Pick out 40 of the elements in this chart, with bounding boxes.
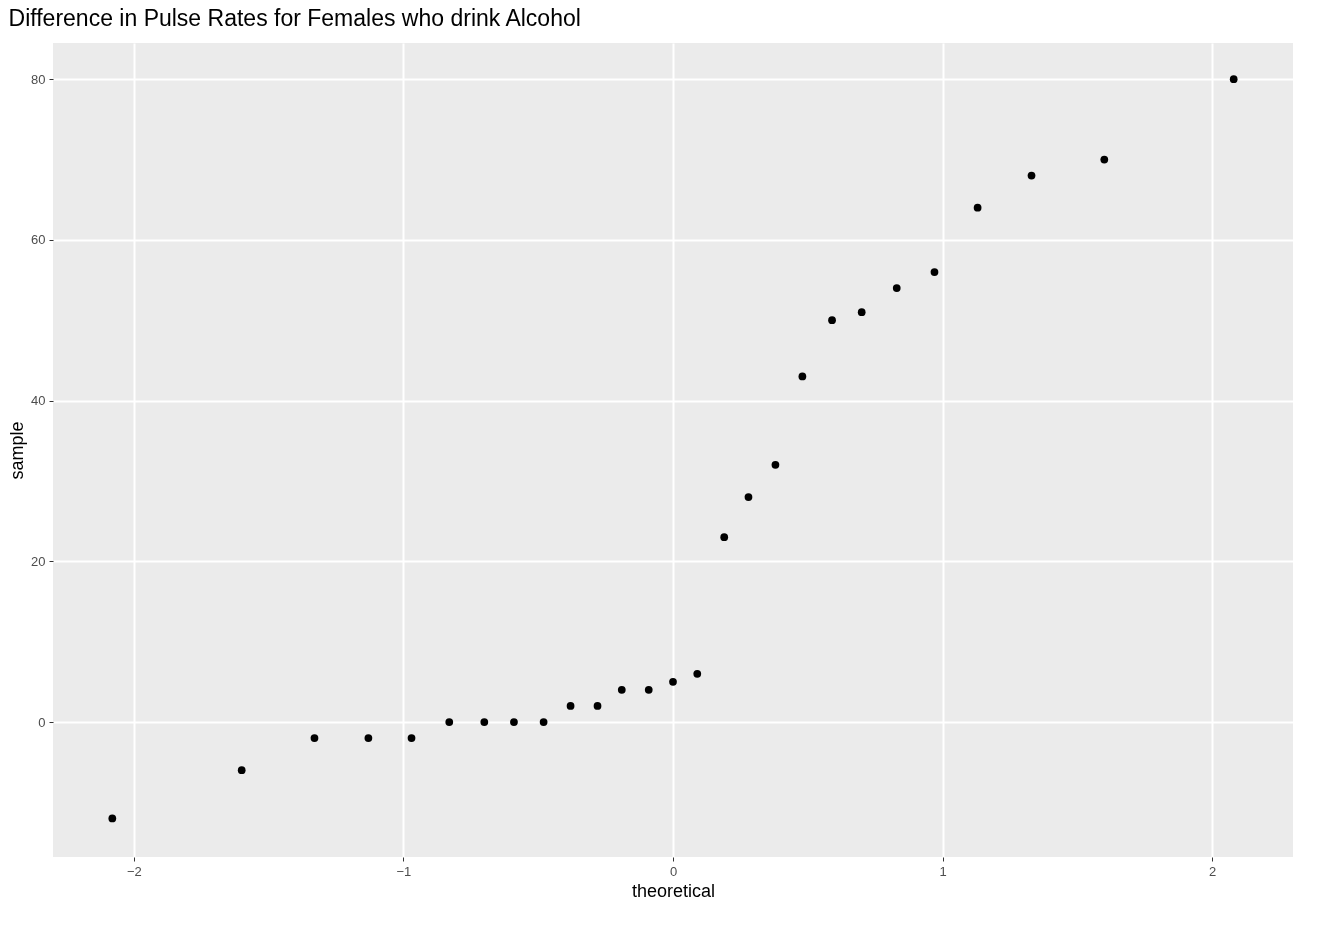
- x-tick-label: −2: [126, 863, 142, 879]
- y-tick-label: 80: [31, 71, 46, 87]
- x-tick-label: −1: [396, 863, 412, 879]
- y-tick-label: 20: [31, 553, 46, 569]
- point: [1100, 155, 1109, 164]
- point: [617, 686, 626, 694]
- chart-title: Difference in Pulse Rates for Females who drink Alcohol: [8, 5, 581, 31]
- point: [510, 718, 518, 726]
- point: [480, 718, 489, 726]
- point: [644, 686, 653, 694]
- x-tick-label: 0: [669, 863, 678, 879]
- point: [237, 766, 246, 775]
- point: [310, 734, 319, 742]
- point: [669, 677, 677, 686]
- point: [108, 814, 117, 823]
- point: [828, 316, 836, 325]
- x-tick-label: 2: [1209, 863, 1217, 879]
- y-tick-label: 0: [38, 714, 46, 730]
- point: [1229, 75, 1238, 84]
- y-axis-title: sample: [7, 421, 28, 480]
- point: [445, 718, 454, 726]
- point: [744, 493, 753, 501]
- point: [364, 734, 373, 742]
- x-axis-title: theoretical: [631, 880, 716, 901]
- point: [693, 669, 702, 678]
- point: [973, 203, 982, 212]
- point: [593, 702, 602, 710]
- y-tick-label: 40: [31, 393, 46, 409]
- point: [720, 533, 729, 542]
- point: [539, 718, 548, 726]
- point: [930, 268, 939, 276]
- point: [771, 461, 780, 469]
- point: [892, 284, 901, 292]
- point: [1027, 171, 1036, 180]
- x-tick-label: 1: [939, 863, 947, 879]
- point: [566, 702, 575, 710]
- y-tick-label: 60: [31, 232, 46, 248]
- point: [857, 308, 866, 317]
- point: [407, 734, 416, 742]
- point: [798, 372, 807, 381]
